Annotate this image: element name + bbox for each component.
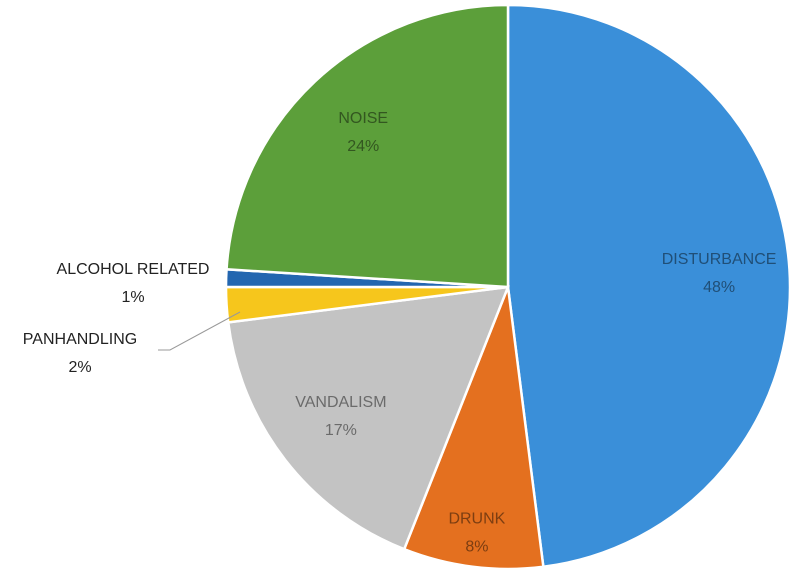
leader-line [158, 311, 241, 351]
slice-label: NOISE [338, 110, 388, 127]
slice-label: VANDALISM [295, 394, 386, 411]
slice-label: DISTURBANCE [662, 251, 777, 268]
slice-label: DRUNK [448, 510, 505, 527]
slice-value-label: 24% [347, 138, 379, 155]
slice-label: ALCOHOL RELATED [57, 261, 210, 278]
slice-value-label: 2% [68, 359, 91, 376]
slice-value-label: 17% [325, 422, 357, 439]
pie-slice [402, 286, 545, 571]
slice-value-label: 8% [465, 538, 488, 555]
pie-slice [506, 3, 792, 569]
slice-label: PANHANDLING [23, 331, 137, 348]
pie-slice [226, 285, 510, 551]
slice-value-label: 48% [703, 279, 735, 296]
slice-value-label: 1% [121, 289, 144, 306]
pie-slice [225, 3, 510, 289]
